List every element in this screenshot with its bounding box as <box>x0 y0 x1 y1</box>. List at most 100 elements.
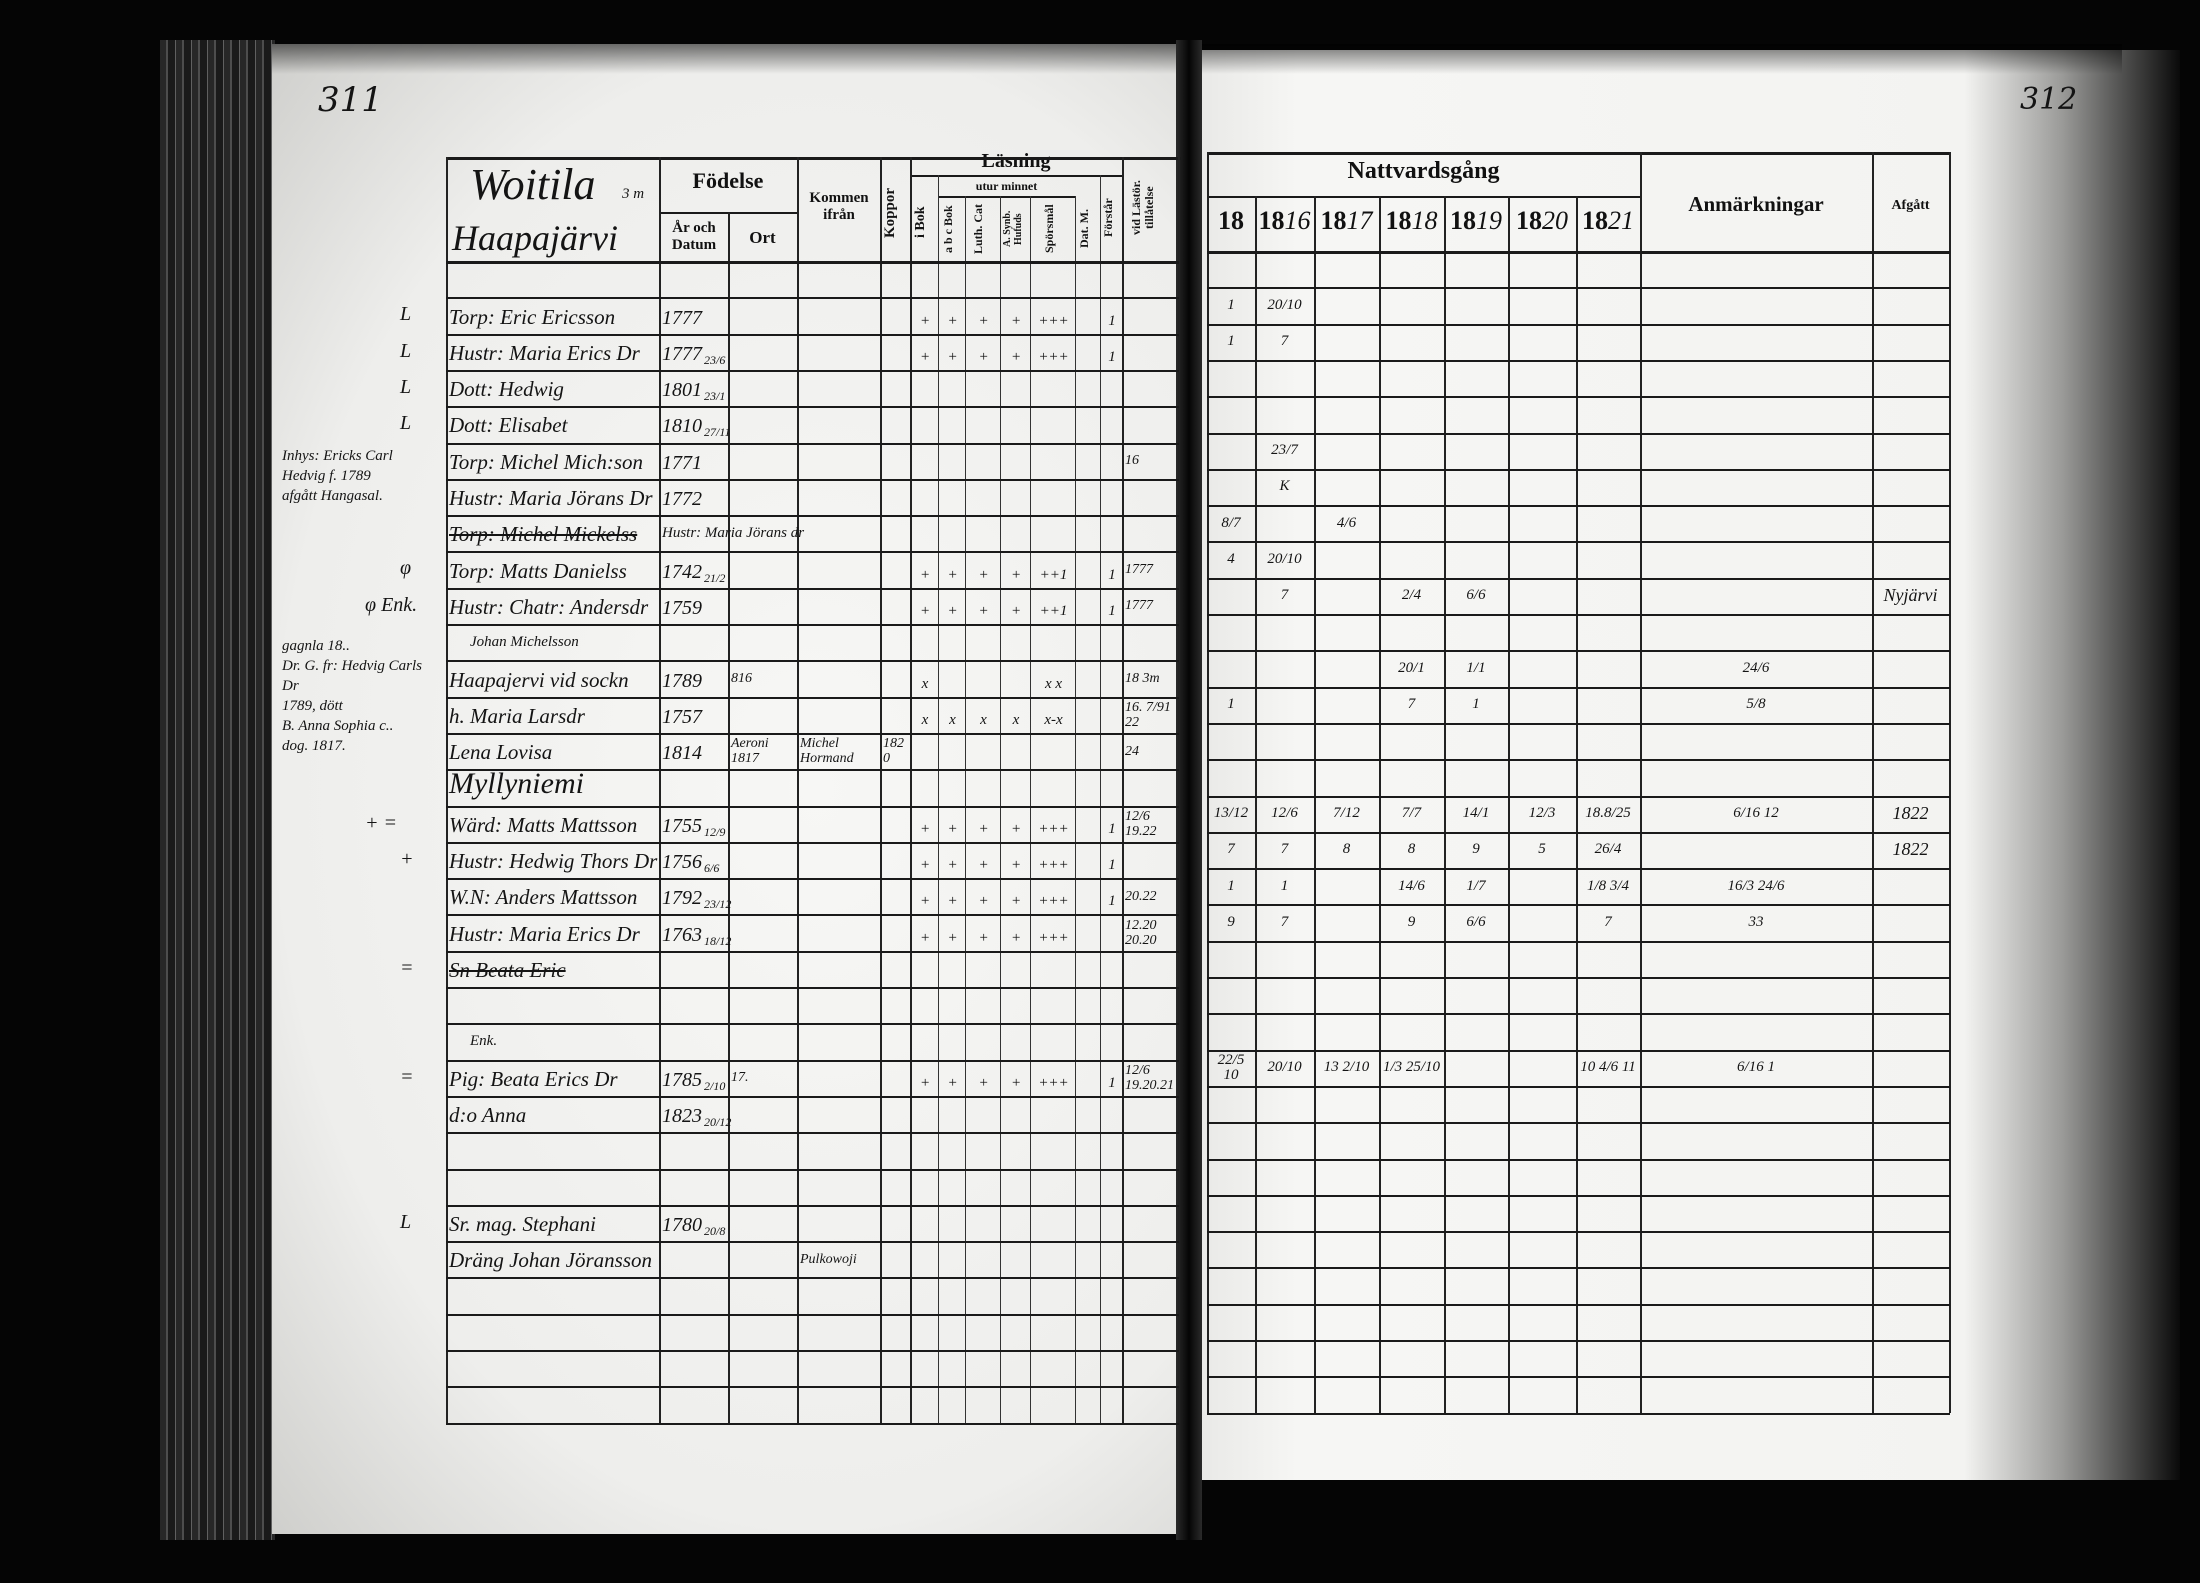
margin-note-line: B. Anna Sophia c.. <box>282 718 394 734</box>
value-text: + <box>947 820 958 837</box>
person-name: Sn Beata Eric <box>449 951 658 987</box>
value-text: 1785 <box>662 1068 702 1091</box>
name-text: Myllyniemi <box>449 767 584 801</box>
value-text: + <box>919 820 931 837</box>
value-text: + <box>1010 566 1022 583</box>
column-line <box>1100 175 1101 1423</box>
value-text: + <box>978 348 989 365</box>
row-line <box>446 1132 1179 1135</box>
cell-y1816: 20/10 <box>1257 541 1312 577</box>
cell-i-bok: + <box>913 806 937 842</box>
value-text: 1755 <box>662 814 702 837</box>
margin-note-line: dog. 1817. <box>282 738 346 754</box>
row-line <box>446 1023 1179 1026</box>
column-line <box>1872 152 1874 1413</box>
value-text: + <box>1010 348 1022 365</box>
row-line <box>446 769 1179 772</box>
value-text: 9 <box>1227 914 1235 931</box>
value-text: Nyjärvi <box>1883 585 1938 606</box>
cell-i-bok: + <box>913 1060 937 1096</box>
value-text: 33 <box>1748 914 1764 931</box>
cell-y18: 1 <box>1209 324 1253 360</box>
place-sub: 3 m <box>622 186 645 202</box>
margin-note: Inhys: Ericks Carl Hedvig f. 1789 afgått H… <box>282 446 440 506</box>
left-page <box>272 44 1180 1534</box>
cell-year: 1814 <box>662 733 727 769</box>
person-name: Sr. mag. Stephani <box>449 1205 658 1241</box>
cell-y18: 9 <box>1209 904 1253 940</box>
column-line <box>910 157 912 1423</box>
column-line <box>797 157 799 1423</box>
value-text: + <box>947 857 958 874</box>
margin-mark: φ <box>400 557 412 580</box>
cell-y1818: 14/6 <box>1381 868 1442 904</box>
cell-forstar: 1 <box>1103 1060 1121 1096</box>
name-text: Lena Lovisa <box>449 740 553 765</box>
margin-mark: L <box>400 375 412 398</box>
row-line <box>1207 505 1950 508</box>
row-line <box>1207 1303 1950 1306</box>
value-text: 1789 <box>662 669 702 692</box>
value-text: 1/3 25/10 <box>1382 1059 1441 1076</box>
cell-vid-lastor: 16 <box>1125 443 1177 479</box>
cell-vid-lastor: 24 <box>1125 733 1177 769</box>
cell-y1821: 10 4/6 11 <box>1578 1050 1638 1086</box>
cell-abc-bok: + <box>941 806 964 842</box>
cell-afgatt: 1822 <box>1874 796 1947 832</box>
margin-mark: = <box>400 1065 414 1088</box>
row-line <box>446 1277 1179 1280</box>
value-text: 17. <box>731 1070 749 1086</box>
row-line <box>1207 977 1950 979</box>
value-text: 1757 <box>662 705 702 728</box>
cell-year: 1789 <box>662 660 727 696</box>
cell-y1818: 20/1 <box>1381 650 1442 686</box>
cell-y1821: 7 <box>1578 904 1638 940</box>
cell-afgatt: 1822 <box>1874 832 1947 868</box>
cell-sporsmal: x-x <box>1033 697 1074 733</box>
column-line <box>1030 196 1031 1423</box>
value-text: + <box>947 1074 958 1091</box>
name-text: Dräng Johan Jöransson <box>449 1248 652 1273</box>
birth-date: 23/12 <box>704 897 732 912</box>
value-text: + <box>1010 893 1022 910</box>
cell-y1816: 20/10 <box>1257 1050 1312 1086</box>
cell-y1819: 1/1 <box>1446 650 1506 686</box>
cell-y1818: 8 <box>1381 832 1442 868</box>
birth-date: 18/12 <box>704 933 732 948</box>
value-text: 12/6 19.22 <box>1125 808 1157 839</box>
cell-y1818: 2/4 <box>1381 578 1442 614</box>
cell-y18: 1 <box>1209 868 1253 904</box>
cell-y1817: 13 2/10 <box>1316 1050 1377 1086</box>
row-line <box>446 841 1179 844</box>
person-name: Pig: Beata Erics Dr <box>449 1060 658 1096</box>
margin-mark: L <box>400 1210 412 1233</box>
cell-y1818: 7/7 <box>1381 796 1442 832</box>
cell-y1821: 18.8/25 <box>1578 796 1638 832</box>
value-text: 1771 <box>662 451 702 474</box>
cell-y1819: 6/6 <box>1446 904 1506 940</box>
value-text: 8 <box>1407 841 1416 858</box>
birth-date: 27/11 <box>704 425 731 440</box>
cell-kommen: Pulkowoji <box>800 1241 879 1277</box>
row-line <box>446 369 1179 372</box>
cell-a-synb: + <box>1003 334 1029 370</box>
value-text: 9 <box>1472 841 1480 858</box>
year-written: 16 <box>1284 206 1311 235</box>
cell-vid-lastor: 12/6 19.22 <box>1125 806 1177 842</box>
cell-year: 1763 18/12 <box>662 914 731 950</box>
column-line <box>1207 152 1209 1413</box>
birth-date: 20/12 <box>704 1115 732 1130</box>
header-kommen-ifran: Kommen ifrån <box>809 190 869 223</box>
cell-year: 1777 23/6 <box>662 334 727 370</box>
value-text: 7 <box>1280 914 1289 931</box>
value-text: 24 <box>1125 743 1139 759</box>
cell-luth-cat: + <box>968 551 999 587</box>
row-line <box>1207 251 1950 254</box>
value-text: 20/10 <box>1267 551 1302 568</box>
cell-y1817: 4/6 <box>1316 505 1377 541</box>
row-line <box>1207 614 1950 616</box>
margin-mark: = <box>400 956 414 979</box>
value-text: 1810 <box>662 415 702 438</box>
row-line <box>1207 359 1950 362</box>
value-text: 1 <box>1108 893 1116 910</box>
